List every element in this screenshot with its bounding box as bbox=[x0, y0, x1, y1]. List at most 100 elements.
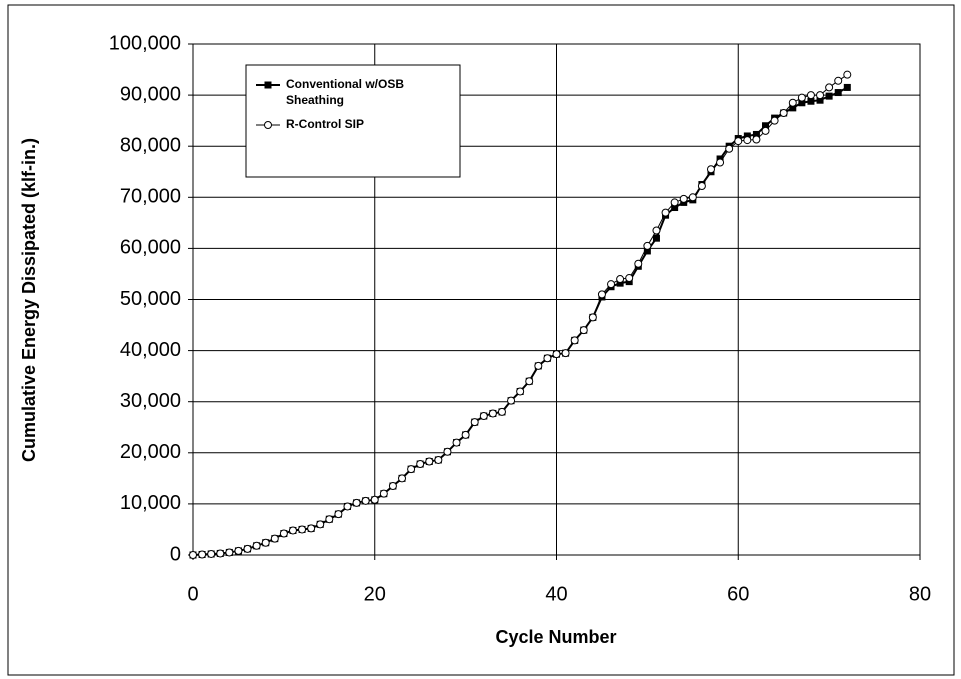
marker bbox=[561, 349, 570, 358]
marker bbox=[416, 460, 425, 469]
x-tick-label: 20 bbox=[364, 583, 386, 605]
marker bbox=[488, 409, 497, 418]
y-tick-label: 50,000 bbox=[120, 288, 181, 310]
legend-box bbox=[245, 64, 461, 178]
marker bbox=[625, 274, 634, 283]
x-axis-label: Cycle Number bbox=[495, 627, 616, 647]
marker bbox=[588, 313, 597, 322]
marker bbox=[525, 377, 534, 386]
marker bbox=[788, 98, 797, 107]
marker bbox=[706, 165, 715, 174]
marker bbox=[552, 350, 561, 359]
marker bbox=[597, 290, 606, 299]
marker bbox=[298, 525, 307, 534]
y-tick-label: 20,000 bbox=[120, 441, 181, 463]
marker bbox=[806, 91, 815, 100]
marker bbox=[697, 182, 706, 191]
marker bbox=[752, 130, 760, 138]
y-tick-label: 60,000 bbox=[120, 237, 181, 259]
marker bbox=[252, 541, 261, 550]
marker bbox=[661, 208, 670, 217]
marker bbox=[207, 549, 216, 558]
marker bbox=[243, 544, 252, 553]
marker bbox=[843, 70, 852, 79]
y-tick-label: 0 bbox=[170, 543, 181, 565]
marker bbox=[798, 99, 806, 107]
marker bbox=[688, 193, 697, 202]
marker bbox=[670, 198, 679, 207]
chart-frame bbox=[7, 4, 955, 676]
marker bbox=[379, 489, 388, 498]
marker bbox=[334, 510, 343, 519]
marker bbox=[725, 144, 734, 153]
marker bbox=[388, 482, 397, 491]
legend-label-line: Conventional w/OSB bbox=[286, 77, 404, 91]
marker bbox=[643, 247, 651, 255]
marker bbox=[652, 226, 661, 235]
plot-border bbox=[192, 43, 921, 556]
marker bbox=[352, 498, 361, 507]
marker bbox=[543, 354, 552, 363]
marker bbox=[316, 520, 325, 529]
marker bbox=[716, 158, 725, 167]
marker bbox=[570, 336, 579, 345]
marker bbox=[507, 396, 516, 405]
legend-label: Conventional w/OSB Sheathing bbox=[286, 77, 404, 107]
marker bbox=[225, 548, 234, 557]
marker bbox=[261, 538, 270, 547]
marker bbox=[816, 96, 824, 104]
marker bbox=[761, 126, 770, 135]
marker bbox=[825, 92, 833, 100]
marker bbox=[834, 76, 843, 85]
x-tick-label: 60 bbox=[727, 583, 749, 605]
marker bbox=[779, 108, 788, 117]
marker bbox=[634, 259, 643, 268]
y-tick-label: 80,000 bbox=[120, 134, 181, 156]
marker bbox=[807, 97, 815, 105]
y-tick-label: 40,000 bbox=[120, 339, 181, 361]
marker bbox=[743, 136, 752, 145]
marker bbox=[407, 465, 416, 474]
marker bbox=[579, 326, 588, 335]
marker bbox=[762, 122, 770, 130]
y-tick-label: 10,000 bbox=[120, 492, 181, 514]
marker bbox=[834, 89, 842, 97]
marker bbox=[607, 280, 616, 289]
marker bbox=[425, 457, 434, 466]
y-tick-label: 90,000 bbox=[120, 83, 181, 105]
marker bbox=[370, 495, 379, 504]
marker bbox=[288, 526, 297, 535]
marker bbox=[279, 529, 288, 538]
y-tick-label: 30,000 bbox=[120, 390, 181, 412]
marker bbox=[189, 551, 197, 559]
marker bbox=[789, 104, 797, 112]
x-tick-label: 40 bbox=[545, 583, 567, 605]
marker bbox=[216, 549, 225, 558]
marker bbox=[797, 93, 806, 102]
legend-label: R-Control SIP bbox=[286, 117, 364, 131]
marker bbox=[816, 91, 825, 100]
marker bbox=[671, 204, 679, 212]
marker bbox=[643, 241, 652, 250]
marker bbox=[734, 137, 743, 146]
marker bbox=[497, 407, 506, 416]
marker bbox=[616, 279, 624, 287]
marker bbox=[825, 83, 834, 92]
marker bbox=[361, 496, 370, 505]
y-axis-label: Cumulative Energy Dissipated (klf-in.) bbox=[19, 138, 39, 462]
marker bbox=[679, 194, 688, 203]
marker bbox=[434, 455, 443, 464]
marker bbox=[452, 438, 461, 447]
marker bbox=[398, 474, 407, 483]
marker bbox=[479, 412, 488, 421]
marker bbox=[443, 447, 452, 456]
marker bbox=[652, 234, 660, 242]
marker bbox=[516, 387, 525, 396]
marker bbox=[234, 546, 243, 555]
marker bbox=[343, 502, 352, 511]
marker bbox=[264, 81, 272, 89]
marker bbox=[843, 83, 851, 91]
marker bbox=[325, 515, 334, 524]
marker bbox=[198, 550, 207, 559]
